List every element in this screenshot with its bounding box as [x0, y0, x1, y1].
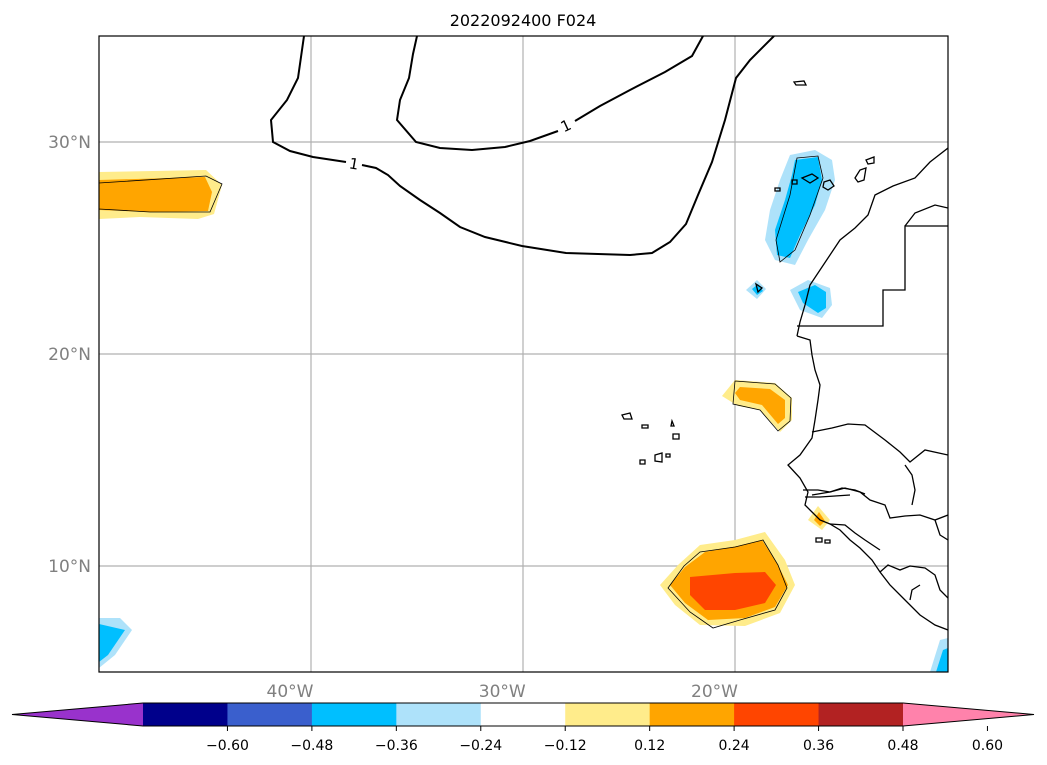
lon-tick-label: 40°W	[267, 682, 314, 702]
colorbar-segment	[565, 703, 651, 726]
positive-anomaly-west-outline	[99, 175, 223, 213]
island-canary-4	[774, 187, 781, 192]
map-frame	[98, 35, 949, 673]
positive-anomaly-mid-core	[735, 387, 785, 424]
islands	[621, 80, 875, 544]
positive-anomaly-south-red	[690, 572, 776, 610]
island-cape-verde-2	[641, 424, 649, 429]
colorbar-tick-label: 0.24	[719, 738, 750, 754]
island-madeira	[792, 80, 808, 86]
island-canary-7	[754, 282, 764, 294]
colorbar-tick-label: 0.36	[803, 738, 834, 754]
island-cape-verde-5	[639, 459, 646, 465]
island-cape-verde-3	[670, 418, 675, 427]
colorbar-segment	[649, 703, 735, 726]
island-bijagos-1	[815, 537, 823, 543]
colorbar-tick-label: −0.48	[290, 738, 333, 754]
colorbar-tick-label: −0.36	[375, 738, 418, 754]
contour-lines	[269, 36, 775, 257]
colorbar-tick-label: −0.60	[206, 738, 249, 754]
positive-anomaly-mid-outline	[732, 380, 792, 432]
positive-anomaly-west-core	[99, 177, 212, 212]
island-cape-verde-6	[654, 452, 663, 463]
filled-contours	[99, 150, 948, 672]
island-canary-3	[791, 179, 798, 185]
negative-anomaly-canary-outline	[775, 155, 824, 263]
west-africa-borders	[811, 423, 948, 601]
island-canary-5	[854, 167, 867, 183]
lat-tick-label: 20°N	[48, 345, 91, 365]
colorbar-tick-label: 0.12	[634, 738, 665, 754]
colorbar-tick-label: 0.48	[887, 738, 918, 754]
morocco-border	[904, 204, 948, 227]
colorbar-outline	[11, 702, 1035, 727]
island-cape-verde-1	[621, 412, 633, 420]
contour-line-east	[395, 36, 704, 152]
colorbar-tick-label: 0.60	[972, 738, 1003, 754]
colorbar-segment	[143, 703, 228, 726]
gambia-outline	[803, 487, 866, 498]
island-canary-6	[865, 156, 875, 165]
lon-tick-label: 30°W	[479, 682, 526, 702]
negative-anomaly-small-2-core	[798, 285, 826, 313]
latitude-labels: 10°N 20°N 30°N	[48, 133, 91, 577]
colorbar-tick-label: −0.12	[544, 738, 587, 754]
lat-tick-label: 30°N	[48, 133, 91, 153]
lon-tick-label: 20°W	[691, 682, 738, 702]
colorbar-segment	[480, 703, 566, 726]
colorbar-segment	[734, 703, 820, 726]
positive-anomaly-south-outline	[667, 539, 788, 629]
island-cape-verde-4	[672, 433, 680, 440]
island-bijagos-2	[824, 539, 831, 544]
longitude-labels: 40°W 30°W 20°W	[267, 682, 739, 702]
africa-coastline	[787, 147, 948, 631]
western-sahara-border	[797, 225, 948, 327]
island-canary-2	[800, 173, 820, 184]
colorbar-segment	[396, 703, 482, 726]
map-panel: 1 1	[98, 35, 949, 673]
contour-line-west	[269, 36, 775, 257]
contour-label-1: 1	[348, 154, 361, 173]
colorbar-segment	[818, 703, 904, 726]
colorbar-segment	[311, 703, 397, 726]
colorbar: −0.60 −0.48 −0.36 −0.24 −0.12 0.12 0.24 0.36 0.4…	[11, 702, 1035, 754]
lat-tick-label: 10°N	[48, 557, 91, 577]
colorbar-extend-low	[12, 703, 143, 726]
colorbar-extend-high	[903, 703, 1034, 726]
colorbar-tick-label: −0.24	[459, 738, 502, 754]
colorbar-segment	[227, 703, 313, 726]
negative-anomaly-southwest-core	[99, 624, 125, 662]
island-cape-verde-7	[665, 453, 671, 458]
map-title: 2022092400 F024	[450, 11, 597, 30]
negative-anomaly-southeast-core	[936, 648, 948, 672]
coastlines	[787, 147, 948, 631]
island-canary-1	[822, 179, 835, 191]
